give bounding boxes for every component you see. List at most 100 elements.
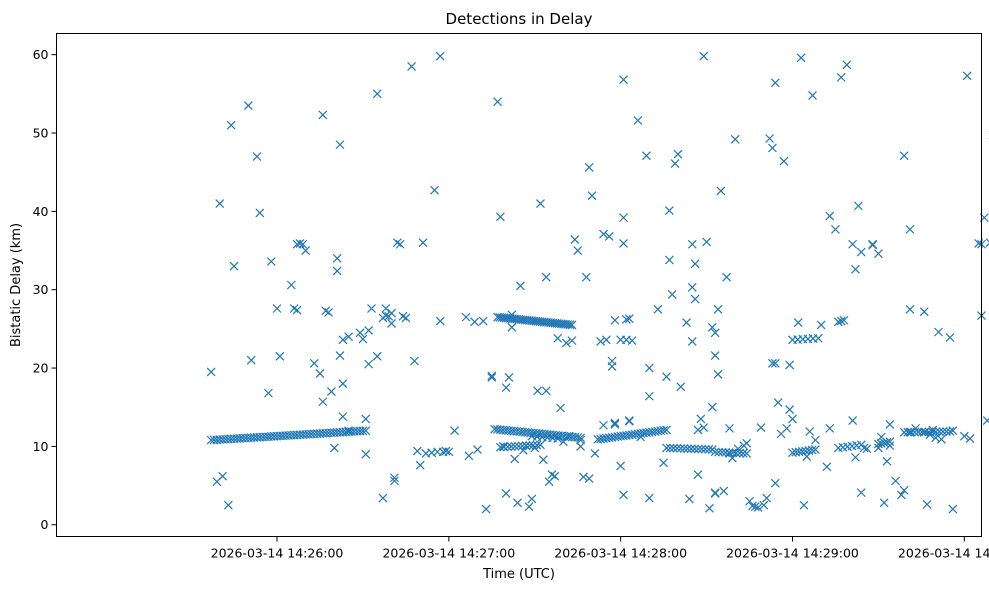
data-point — [275, 351, 285, 361]
data-point — [713, 304, 723, 314]
data-point — [435, 51, 445, 61]
data-point — [624, 314, 634, 324]
x-tick-label: 2026-03-14 14:28:00 — [554, 546, 687, 561]
data-point — [493, 97, 502, 107]
data-point — [714, 447, 724, 457]
data-point — [725, 423, 734, 433]
data-point — [719, 486, 729, 496]
data-point — [707, 322, 717, 332]
data-point — [833, 317, 843, 327]
data-point — [716, 186, 726, 196]
data-point — [707, 402, 717, 412]
x-axis: 2026-03-14 14:26:00 2026-03-14 14:27:00 20… — [211, 536, 989, 561]
data-point — [644, 363, 654, 373]
data-point — [335, 351, 345, 360]
x-tick-label: 2026-03-14 14:29:00 — [726, 546, 859, 561]
data-point — [364, 326, 374, 335]
data-point — [390, 473, 399, 483]
x-tick-label: 2026-03-14 14:30:00 — [898, 546, 989, 561]
data-point — [315, 369, 325, 378]
data-point — [536, 440, 545, 450]
data-point — [355, 328, 365, 338]
data-point — [514, 441, 524, 451]
data-point — [924, 427, 934, 437]
data-point — [506, 442, 516, 451]
data-point — [920, 427, 930, 437]
data-point — [298, 239, 308, 249]
data-point — [959, 431, 969, 441]
data-point — [935, 427, 944, 437]
data-point — [662, 425, 671, 435]
data-point — [381, 304, 391, 313]
data-point — [842, 60, 852, 70]
data-point — [710, 351, 720, 360]
data-point — [673, 149, 683, 159]
data-point — [395, 239, 405, 249]
data-point — [372, 351, 382, 361]
data-point — [735, 448, 745, 458]
data-point — [504, 373, 514, 382]
data-point — [610, 418, 620, 428]
data-point — [910, 427, 920, 437]
data-point — [896, 490, 906, 500]
data-point — [364, 359, 374, 369]
x-tick-label: 2026-03-14 14:26:00 — [211, 546, 344, 561]
data-point — [619, 213, 628, 223]
data-point — [747, 501, 757, 511]
data-point — [948, 504, 958, 514]
data-point — [721, 447, 731, 457]
data-point — [965, 434, 975, 443]
data-point — [659, 425, 669, 435]
data-point — [358, 334, 368, 344]
data-point — [499, 442, 509, 452]
data-point — [223, 500, 233, 510]
data-point — [704, 444, 714, 454]
data-point — [768, 143, 777, 153]
y-tick-label: 60 — [33, 47, 49, 62]
data-point — [503, 442, 513, 452]
data-point — [599, 420, 608, 430]
data-point — [856, 488, 866, 498]
data-point — [699, 51, 709, 61]
data-point — [517, 441, 527, 451]
data-point — [848, 239, 858, 249]
data-point — [579, 472, 588, 482]
data-point — [604, 231, 614, 241]
data-point — [862, 444, 872, 454]
data-point — [683, 444, 693, 454]
data-point — [670, 159, 680, 168]
y-axis: 0 10 20 30 40 50 60 — [33, 47, 57, 532]
data-point — [679, 444, 689, 453]
data-point — [693, 425, 703, 435]
data-point — [570, 235, 580, 244]
data-point — [810, 445, 820, 454]
data-point — [697, 444, 707, 454]
data-point — [942, 427, 951, 436]
data-point — [590, 449, 600, 458]
data-point — [642, 151, 651, 161]
data-point — [913, 427, 923, 437]
data-point — [332, 266, 342, 276]
data-point — [906, 427, 916, 437]
data-point — [309, 358, 319, 368]
data-point — [945, 427, 955, 436]
data-point — [501, 383, 511, 393]
data-point — [584, 163, 594, 172]
data-point — [616, 461, 626, 471]
data-point — [587, 191, 597, 201]
data-point — [796, 53, 806, 63]
data-point — [856, 440, 866, 450]
data-point — [919, 307, 929, 317]
data-point — [710, 488, 720, 498]
data-point — [985, 238, 989, 248]
data-point — [521, 441, 531, 451]
data-point — [581, 272, 591, 282]
data-point — [410, 356, 419, 366]
data-point — [547, 470, 557, 480]
data-point — [905, 224, 915, 234]
data-point — [664, 206, 674, 215]
data-point — [573, 433, 583, 442]
data-point — [770, 78, 780, 88]
